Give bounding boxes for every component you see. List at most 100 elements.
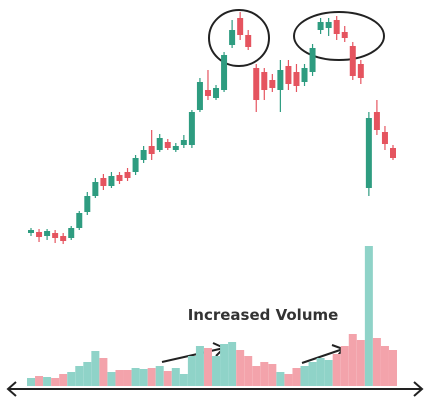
candle-body: [172, 146, 179, 150]
volume-bar: [203, 348, 212, 386]
candle-body: [92, 182, 99, 196]
candle-body: [213, 88, 220, 98]
volume-bar: [83, 362, 92, 386]
highlight-circle: [208, 9, 270, 67]
volume-bar: [67, 372, 76, 386]
annotation: Increased Volume: [188, 306, 339, 324]
candle-body: [84, 196, 91, 212]
volume-bar: [332, 354, 341, 386]
volume-bar: [179, 374, 188, 386]
volume-bar: [316, 358, 325, 386]
volume-bar: [220, 344, 229, 386]
candle-body: [100, 178, 107, 186]
candle-body: [164, 142, 171, 148]
volume-bar: [364, 246, 373, 386]
volume-bar: [99, 358, 108, 386]
arrow: [301, 348, 344, 364]
candle-body: [365, 118, 372, 188]
volume-bar: [252, 366, 261, 386]
candle-body: [277, 70, 284, 90]
candle-body: [28, 230, 34, 233]
candle-body: [381, 132, 388, 144]
volume-bar: [244, 356, 253, 386]
volume-bar: [51, 378, 60, 386]
candle-body: [204, 90, 211, 96]
volume-bar: [91, 351, 100, 386]
volume-bar: [115, 370, 124, 386]
volume-bar: [171, 368, 180, 386]
volume-bar: [372, 338, 381, 386]
volume-bar: [292, 368, 301, 386]
volume-bar: [155, 366, 164, 386]
candle-body: [76, 213, 83, 228]
candle-body: [132, 158, 139, 172]
candle-body: [221, 55, 228, 90]
candle-body: [36, 232, 43, 237]
candle-body: [325, 22, 332, 28]
candle-body: [317, 22, 324, 30]
candle-body: [261, 72, 268, 90]
volume-bar: [147, 368, 156, 386]
candle-body: [245, 35, 252, 47]
candle-body: [285, 66, 292, 84]
volume-bar: [348, 334, 357, 386]
candle-body: [269, 80, 276, 88]
volume-bar: [389, 350, 397, 386]
candle-body: [373, 112, 380, 130]
candle-body: [188, 112, 195, 145]
volume-bar: [107, 372, 116, 386]
volume-bar: [268, 364, 277, 386]
candle-body: [60, 236, 67, 241]
volume-bar: [324, 360, 333, 386]
candle-body: [357, 64, 364, 78]
volume-bar: [340, 346, 349, 386]
volume-bar: [284, 374, 293, 386]
candle-body: [301, 68, 308, 82]
volume-bar: [212, 356, 221, 386]
volume-bar: [356, 340, 365, 386]
candle-body: [180, 140, 187, 145]
candle-body: [341, 32, 348, 38]
candle-body: [140, 150, 147, 160]
candle-body: [237, 18, 244, 35]
volume-bar: [260, 362, 269, 386]
arrow: [161, 347, 225, 363]
candle-body: [148, 146, 155, 154]
candle-body: [52, 233, 59, 238]
volume-bar: [43, 377, 52, 386]
volume-bar: [75, 366, 84, 386]
candle-body: [390, 148, 396, 158]
volume-bar: [139, 369, 148, 386]
volume-bar: [195, 346, 204, 386]
candle-body: [196, 82, 203, 110]
candle-body: [293, 72, 300, 86]
decorations: [6, 9, 424, 397]
candle-body: [309, 48, 316, 72]
highlight-circle: [293, 11, 385, 61]
volume-bar: [187, 356, 196, 386]
candle-body: [116, 175, 123, 181]
volume-bar: [27, 378, 35, 386]
volume-bar: [380, 346, 389, 386]
volume-bar: [35, 376, 44, 386]
volume-bar: [163, 371, 172, 386]
candle-body: [253, 68, 260, 100]
volume-bar: [131, 368, 140, 386]
volume-bar: [308, 362, 317, 386]
candle-body: [108, 176, 115, 186]
candle-body: [68, 228, 75, 238]
candle-body: [124, 172, 131, 178]
volume-bar: [276, 372, 285, 386]
candle-body: [349, 46, 356, 76]
candle-body: [44, 231, 51, 236]
candle-body: [333, 20, 340, 34]
volume-bar: [300, 366, 309, 386]
candle-body: [229, 30, 236, 45]
volume-bar: [59, 374, 68, 386]
candle-body: [156, 138, 163, 150]
arrow-head: [6, 381, 17, 397]
volume-bar: [236, 350, 245, 386]
arrow-head: [413, 381, 424, 397]
volume-bar: [123, 370, 132, 386]
